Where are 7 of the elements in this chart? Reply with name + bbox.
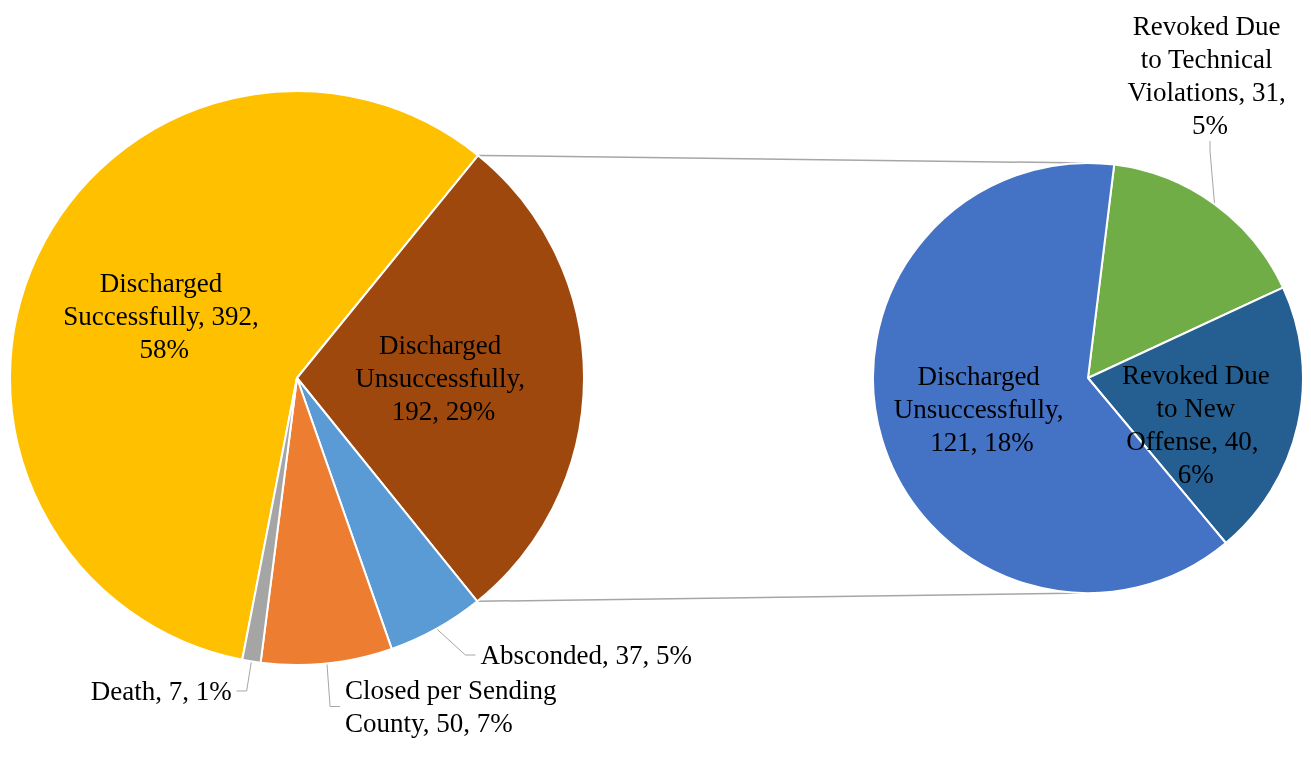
- slice-label: Absconded, 37, 5%: [480, 640, 692, 671]
- slice-label: Revoked Due to Technical Violations, 31, 5%: [1127, 10, 1293, 140]
- slice-label: Discharged Unsuccessfully, 121, 18%: [893, 361, 1071, 458]
- slice-label: Closed per Sending County, 50, 7%: [345, 675, 564, 739]
- slice-label: Death, 7, 1%: [90, 675, 232, 706]
- slice-label: Discharged Successfully, 392, 58%: [63, 267, 266, 364]
- slice-label: Discharged Unsuccessfully, 192, 29%: [355, 330, 532, 427]
